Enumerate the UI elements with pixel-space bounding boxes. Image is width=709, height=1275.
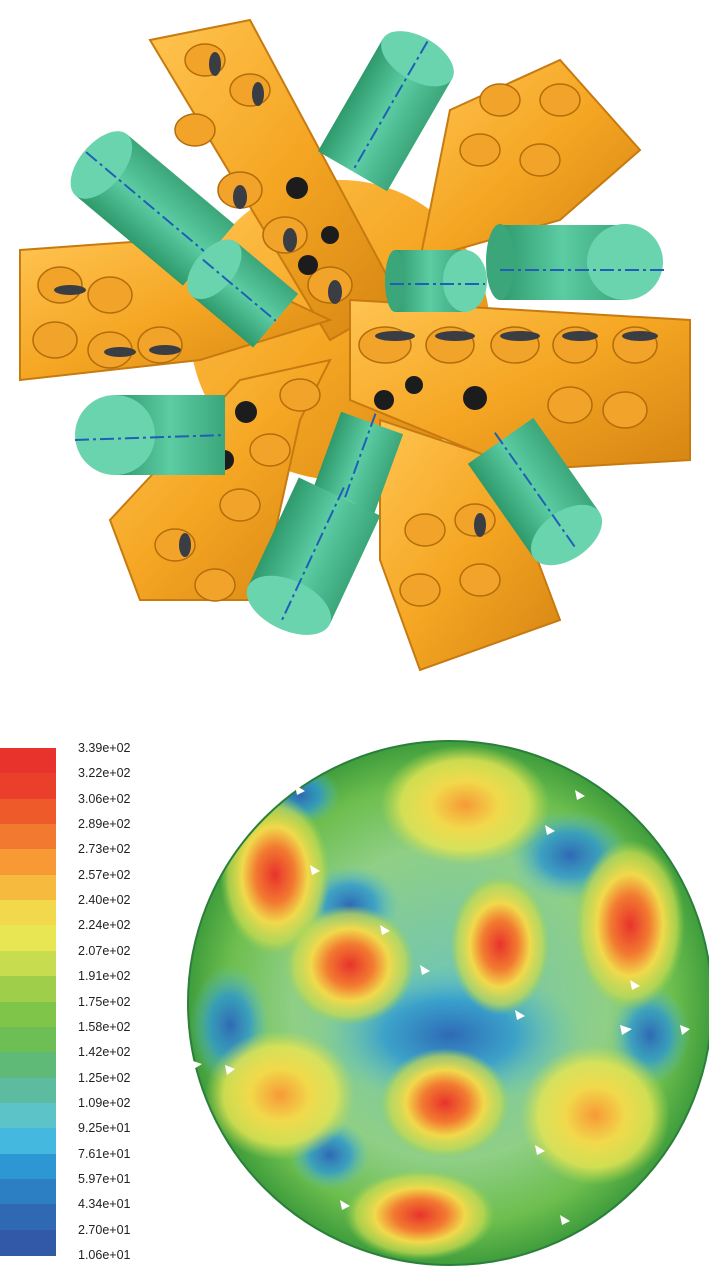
legend-tick-label: 4.34e+01 [78, 1197, 131, 1212]
nozzle-4 [486, 224, 665, 300]
nozzle-1 [317, 31, 454, 192]
legend-tick-label: 9.25e+01 [78, 1121, 131, 1136]
nozzle-6 [74, 395, 226, 475]
nozzle-3 [187, 239, 299, 348]
legend-tick-label: 1.58e+02 [78, 1019, 131, 1034]
legend-tick-label: 1.06e+01 [78, 1248, 131, 1262]
legend-tick-label: 1.42e+02 [78, 1045, 131, 1060]
nozzle-8 [246, 477, 381, 635]
legend-tick-label: 2.73e+02 [78, 842, 131, 857]
legend-swatch [0, 950, 56, 977]
legend-swatch [0, 1204, 56, 1231]
legend-swatch [0, 1001, 56, 1028]
legend-tick-label: 2.57e+02 [78, 867, 131, 882]
legend-tick-label: 2.40e+02 [78, 893, 131, 908]
legend-swatch [0, 900, 56, 927]
cutter-marks [190, 785, 690, 1225]
color-scale-legend: 3.39e+02 3.22e+02 3.06e+02 2.89e+02 2.73e+02… [0, 735, 180, 1270]
legend-tick-label: 1.09e+02 [78, 1095, 131, 1110]
legend-tick-label: 3.22e+02 [78, 766, 131, 781]
legend-swatch [0, 925, 56, 952]
cutter-row-blade-5 [154, 378, 321, 602]
legend-tick-label: 3.06e+02 [78, 791, 131, 806]
legend-swatch [0, 1178, 56, 1205]
legend-swatch [0, 824, 56, 851]
legend-swatch [0, 1153, 56, 1180]
legend-swatch [0, 976, 56, 1003]
drill-bit-3d-figure [19, 18, 691, 672]
nozzle-9 [467, 417, 603, 566]
nozzle-cylinders [70, 31, 665, 635]
legend-tick-label: 2.07e+02 [78, 943, 131, 958]
legend-tick-label: 7.61e+01 [78, 1146, 131, 1161]
legend-tick-label: 5.97e+01 [78, 1171, 131, 1186]
legend-swatch [0, 849, 56, 876]
legend-swatch [0, 798, 56, 825]
cutters [32, 43, 658, 607]
legend-tick-label: 1.25e+02 [78, 1070, 131, 1085]
legend-swatch [0, 748, 56, 774]
legend-swatch [0, 1128, 56, 1155]
flow-holes [214, 177, 487, 470]
legend-tick-label: 1.91e+02 [78, 969, 131, 984]
legend-swatch [0, 1026, 56, 1053]
legend-tick-label: 2.24e+02 [78, 918, 131, 933]
nozzle-2 [70, 131, 235, 286]
legend-swatch [0, 1229, 56, 1256]
legend-tick-label: 3.39e+02 [78, 741, 131, 755]
cutter-faces [54, 52, 658, 557]
legend-swatch [0, 773, 56, 800]
legend-swatch [0, 1102, 56, 1129]
legend-swatch [0, 874, 56, 901]
contour-regions [190, 745, 690, 1260]
legend-swatch [0, 1077, 56, 1104]
legend-tick-label: 2.70e+01 [78, 1222, 131, 1237]
legend-tick-label: 2.89e+02 [78, 817, 131, 832]
contour-plot [187, 740, 709, 1266]
legend-swatch [0, 1052, 56, 1079]
nozzle-5 [385, 250, 487, 312]
legend-tick-label: 1.75e+02 [78, 994, 131, 1009]
cutter-row-blade-2 [459, 83, 581, 177]
